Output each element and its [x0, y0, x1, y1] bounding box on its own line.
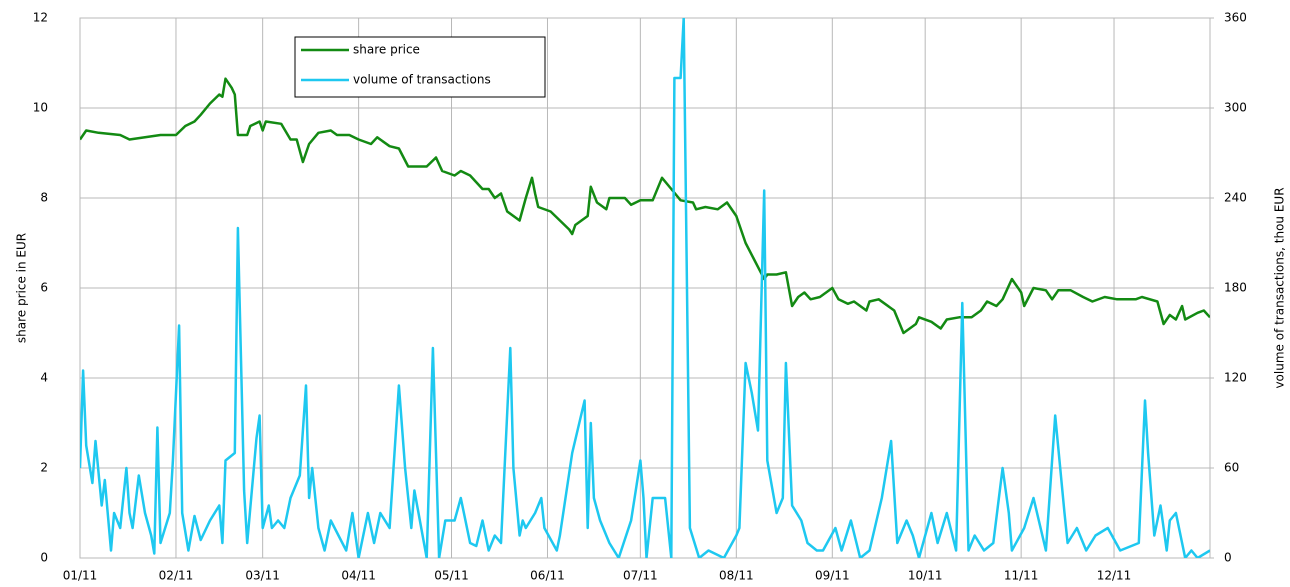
x-tick-label: 08/11 — [719, 569, 754, 583]
y-tick-label: 6 — [40, 281, 48, 295]
y-tick-label: 2 — [40, 461, 48, 475]
y2-tick-label: 300 — [1224, 101, 1247, 115]
y-tick-label: 8 — [40, 191, 48, 205]
y2-tick-label: 180 — [1224, 281, 1247, 295]
legend-label: volume of transactions — [353, 73, 491, 87]
y-tick-label: 12 — [33, 11, 48, 25]
y2-tick-label: 0 — [1224, 551, 1232, 565]
x-tick-label: 04/11 — [341, 569, 376, 583]
legend-label: share price — [353, 43, 420, 57]
x-tick-label: 06/11 — [530, 569, 565, 583]
series-line — [80, 18, 1210, 558]
x-tick-label: 03/11 — [245, 569, 280, 583]
y2-tick-label: 360 — [1224, 11, 1247, 25]
y2-tick-label: 240 — [1224, 191, 1247, 205]
x-tick-label: 10/11 — [908, 569, 943, 583]
y2-tick-label: 60 — [1224, 461, 1239, 475]
x-tick-label: 02/11 — [159, 569, 194, 583]
y-axis-title: share price in EUR — [15, 233, 29, 343]
y-tick-label: 4 — [40, 371, 48, 385]
y-tick-label: 10 — [33, 101, 48, 115]
x-tick-label: 12/11 — [1097, 569, 1132, 583]
x-tick-label: 05/11 — [434, 569, 469, 583]
x-tick-label: 11/11 — [1004, 569, 1039, 583]
y2-axis-title: volume of transactions, thou EUR — [1273, 187, 1287, 388]
x-tick-label: 01/11 — [63, 569, 98, 583]
series-line — [80, 77, 1210, 335]
legend-box — [294, 36, 546, 98]
x-tick-label: 09/11 — [815, 569, 850, 583]
y2-tick-label: 120 — [1224, 371, 1247, 385]
y-tick-label: 0 — [40, 551, 48, 565]
x-tick-label: 07/11 — [623, 569, 658, 583]
plot-frame — [79, 17, 1211, 559]
